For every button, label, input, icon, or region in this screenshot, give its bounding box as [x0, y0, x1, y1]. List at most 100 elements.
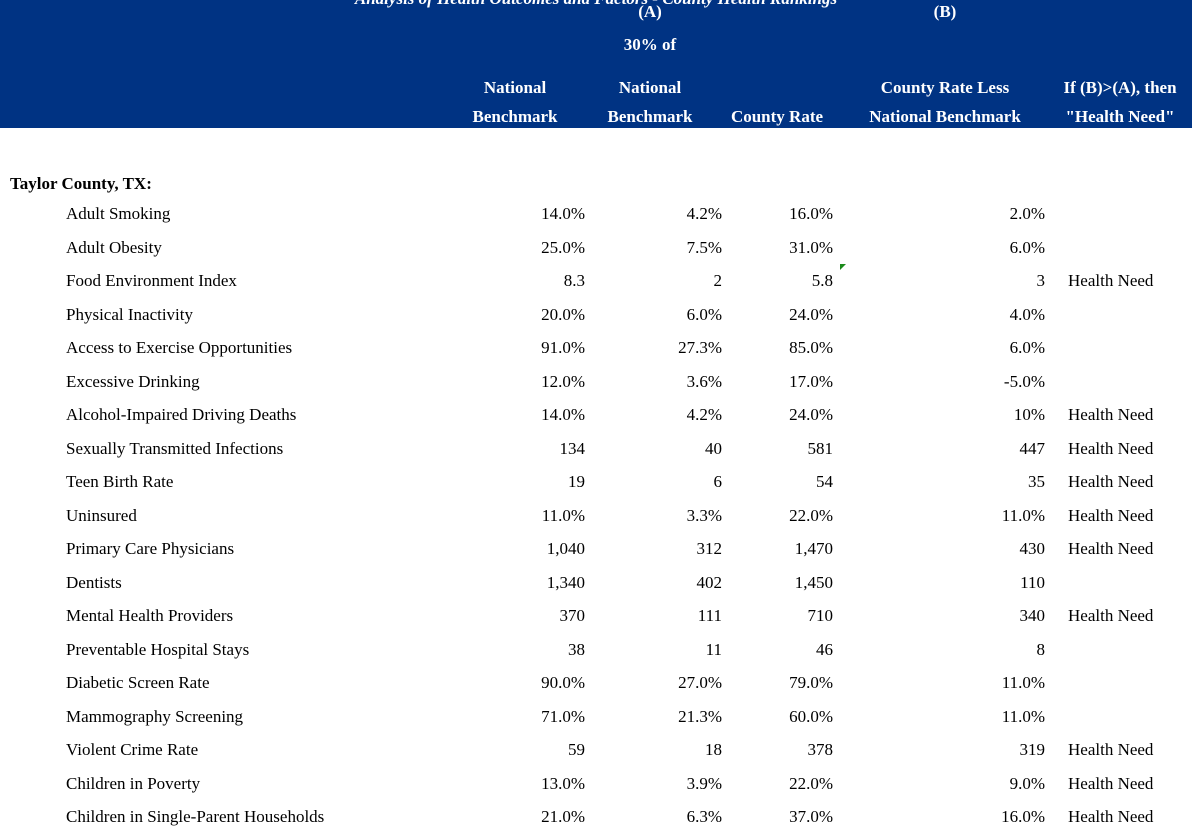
- column-header: 30% of: [623, 35, 677, 54]
- cell: 46: [816, 639, 833, 659]
- cell: 90.0%: [541, 673, 585, 692]
- cell: 340: [1019, 606, 1046, 625]
- cell: 1,340: [546, 572, 585, 592]
- row-label: Teen Birth Rate: [66, 472, 174, 491]
- cell: 14.0%: [541, 405, 585, 424]
- row-label: Mammography Screening: [66, 706, 244, 726]
- row-label: Dentists: [66, 572, 122, 592]
- cell: 8: [1036, 639, 1046, 659]
- cell: 91.0%: [541, 338, 585, 357]
- cell: 1,040: [546, 539, 585, 558]
- row-label: Primary Care Physicians: [66, 539, 235, 558]
- cell: 312: [696, 539, 723, 558]
- cell: 17.0%: [789, 371, 833, 391]
- cell: 110: [1020, 572, 1045, 592]
- row-label: Alcohol-Impaired Driving Deaths: [66, 405, 297, 424]
- cell: 8.3: [563, 271, 585, 290]
- health-need: Health Need: [1068, 740, 1154, 759]
- cell: 134: [559, 438, 586, 458]
- cell: 430: [1019, 539, 1046, 558]
- cell: 21.0%: [541, 807, 585, 826]
- cell: 6.0%: [1009, 237, 1045, 257]
- health-need: Health Need: [1068, 807, 1154, 826]
- row-label: Violent Crime Rate: [66, 740, 199, 759]
- comment-indicator: [840, 264, 846, 270]
- cell: -5.0%: [1003, 371, 1045, 391]
- cell: 21.3%: [678, 706, 722, 726]
- health-need: Health Need: [1068, 505, 1154, 525]
- cell: 370: [559, 606, 586, 625]
- cell: 14.0%: [541, 204, 585, 223]
- column-header: National: [618, 78, 682, 97]
- row-label: Adult Obesity: [66, 237, 162, 257]
- health-need: Health Need: [1068, 271, 1154, 290]
- cell: 71.0%: [541, 706, 585, 726]
- cell: 4.0%: [1009, 304, 1045, 324]
- cell: 59: [568, 740, 585, 759]
- health-need: Health Need: [1068, 773, 1154, 793]
- column-header: National Benchmark: [869, 107, 1021, 126]
- cell: 31.0%: [789, 237, 833, 257]
- cell: 60.0%: [789, 706, 833, 726]
- cell: 22.0%: [789, 505, 833, 525]
- health-need: Health Need: [1068, 405, 1154, 424]
- cell: 6.0%: [686, 304, 722, 324]
- column-header: County Rate Less: [880, 78, 1010, 97]
- cell: 27.3%: [678, 338, 722, 357]
- cell: 25.0%: [541, 237, 585, 257]
- cell: 11: [705, 639, 722, 659]
- column-header: (B): [933, 2, 957, 21]
- cell: 6.3%: [686, 807, 722, 826]
- cell: 11.0%: [541, 505, 585, 525]
- cell: 3.6%: [686, 371, 722, 391]
- cell: 2.0%: [1009, 204, 1045, 223]
- cell: 319: [1019, 740, 1046, 759]
- row-label: Diabetic Screen Rate: [66, 673, 210, 692]
- title: Analysis of Health Outcomes and Factors …: [0, 0, 1192, 9]
- cell: 35: [1028, 472, 1045, 491]
- cell: 2: [713, 271, 723, 290]
- cell: 9.0%: [1009, 773, 1045, 793]
- column-header: (A): [638, 2, 662, 21]
- health-need: Health Need: [1068, 606, 1154, 625]
- cell: 1,450: [794, 572, 833, 592]
- cell: 27.0%: [678, 673, 722, 692]
- row-label: Sexually Transmitted Infections: [66, 438, 284, 458]
- cell: 1,470: [794, 539, 833, 558]
- row-label: Adult Smoking: [66, 204, 171, 223]
- cell: 24.0%: [789, 405, 833, 424]
- header-band: [0, 0, 1192, 128]
- row-label: Physical Inactivity: [66, 304, 194, 324]
- cell: 19: [568, 472, 585, 491]
- cell: 20.0%: [541, 304, 585, 324]
- cell: 10%: [1013, 405, 1045, 424]
- row-label: Excessive Drinking: [66, 371, 200, 391]
- column-header: County Rate: [730, 107, 824, 126]
- column-header: National: [483, 78, 547, 97]
- row-label: Food Environment Index: [66, 271, 237, 290]
- cell: 54: [816, 472, 833, 491]
- cell: 22.0%: [789, 773, 833, 793]
- cell: 378: [807, 740, 834, 759]
- cell: 16.0%: [789, 204, 833, 223]
- cell: 3.9%: [686, 773, 722, 793]
- cell: 11.0%: [1001, 706, 1045, 726]
- cell: 5.8: [811, 271, 833, 290]
- cell: 4.2%: [686, 405, 722, 424]
- cell: 6: [713, 472, 723, 491]
- column-header: "Health Need": [1065, 107, 1175, 126]
- health-need: Health Need: [1068, 438, 1154, 458]
- column-header: Benchmark: [607, 107, 693, 126]
- cell: 402: [696, 572, 723, 592]
- row-label: Children in Poverty: [66, 773, 201, 793]
- section-label: Taylor County, TX:: [10, 174, 152, 193]
- cell: 13.0%: [541, 773, 585, 793]
- row-label: Access to Exercise Opportunities: [66, 338, 293, 357]
- health-need: Health Need: [1068, 539, 1154, 558]
- cell: 581: [807, 438, 834, 458]
- cell: 4.2%: [686, 204, 722, 223]
- row-label: Mental Health Providers: [66, 606, 234, 625]
- cell: 6.0%: [1009, 338, 1045, 357]
- cell: 447: [1019, 438, 1046, 458]
